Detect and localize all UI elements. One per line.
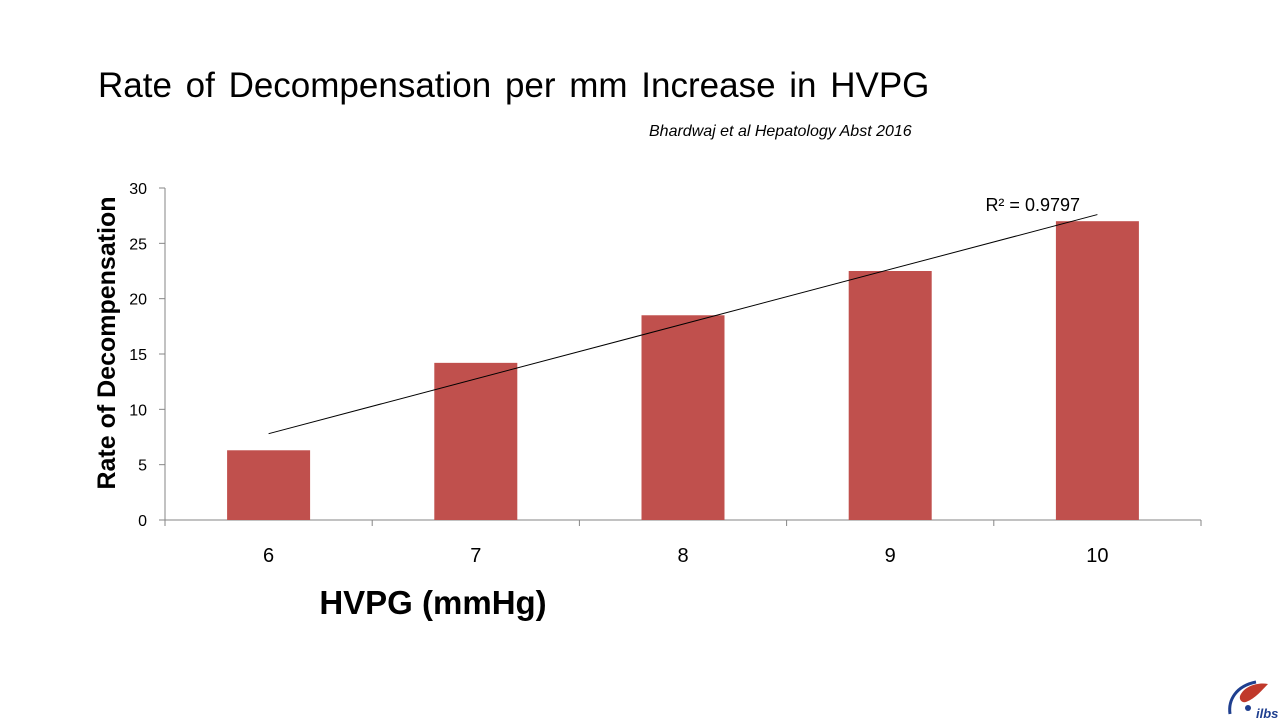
y-tick-label: 10 <box>129 402 147 419</box>
ilbs-logo: ilbs <box>1228 680 1278 720</box>
logo-swoosh <box>1228 680 1257 715</box>
trendline <box>268 214 1098 435</box>
slide-title: Rate of Decompensation per mm Increase i… <box>98 66 930 105</box>
y-axis-title: Rate of Decompensation <box>93 196 121 489</box>
x-tick-label: 10 <box>1086 545 1108 567</box>
trendline-r2-label: R² = 0.9797 <box>985 195 1080 215</box>
bar-6 <box>227 450 311 520</box>
logo-liver-shape <box>1239 683 1268 703</box>
x-axis-title: HVPG (mmHg) <box>319 584 546 621</box>
y-tick-label: 15 <box>129 347 147 364</box>
logo-text: ilbs <box>1256 706 1278 720</box>
x-tick-label: 6 <box>263 545 274 567</box>
y-tick-label: 0 <box>138 513 147 530</box>
y-tick-label: 5 <box>138 458 147 475</box>
x-tick-label: 9 <box>885 545 896 567</box>
logo-dot <box>1245 705 1251 711</box>
citation: Bhardwaj et al Hepatology Abst 2016 <box>649 123 912 140</box>
bar-10 <box>1055 221 1139 520</box>
bar-8 <box>641 315 725 520</box>
y-tick-label: 20 <box>129 292 147 309</box>
y-tick-label: 25 <box>129 236 147 253</box>
bar-7 <box>434 362 518 520</box>
y-tick-label: 30 <box>129 181 147 198</box>
bar-9 <box>848 271 932 520</box>
x-tick-label: 8 <box>677 545 688 567</box>
x-tick-label: 7 <box>470 545 481 567</box>
